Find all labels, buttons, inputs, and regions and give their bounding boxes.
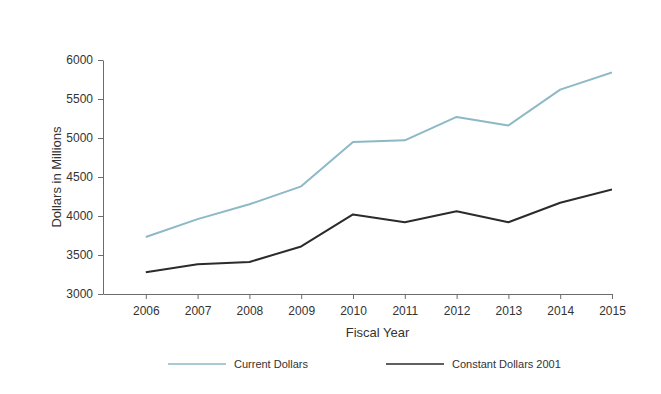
x-tick-mark [560, 294, 561, 299]
x-tick-label: 2011 [392, 304, 418, 318]
x-tick: 2011 [392, 294, 418, 318]
x-tick: 2015 [599, 294, 626, 318]
series-line [146, 72, 612, 237]
x-tick-label: 2015 [599, 304, 626, 318]
x-tick: 2014 [547, 294, 574, 318]
x-tick-label: 2009 [288, 304, 315, 318]
x-tick-label: 2008 [237, 304, 264, 318]
y-axis: 3000 3500 4000 4500 5000 5500 6000 [66, 53, 103, 301]
x-tick-mark [301, 294, 302, 299]
x-tick-mark [457, 294, 458, 299]
y-tick: 4000 [66, 209, 103, 223]
x-tick-mark [353, 294, 354, 299]
x-tick-label: 2013 [496, 304, 523, 318]
x-tick-label: 2006 [133, 304, 160, 318]
chart: 2006 2007 2008 2009 2010 2011 2012 2013 2014 2015… [0, 0, 661, 394]
legend-entry: Current Dollars [168, 358, 308, 370]
x-axis-title: Fiscal Year [346, 325, 410, 340]
x-tick-mark [405, 294, 406, 299]
y-tick-mark [98, 60, 103, 61]
x-tick-label: 2007 [185, 304, 212, 318]
y-tick-mark [98, 216, 103, 217]
x-tick: 2010 [340, 294, 367, 318]
y-tick: 5500 [66, 92, 103, 106]
x-tick-label: 2012 [444, 304, 471, 318]
x-tick: 2012 [444, 294, 471, 318]
legend-swatch [386, 363, 444, 365]
x-tick: 2009 [288, 294, 315, 318]
x-tick-mark [612, 294, 613, 299]
y-tick-label: 5500 [66, 92, 93, 106]
y-tick: 6000 [66, 53, 103, 67]
x-tick: 2006 [133, 294, 160, 318]
y-tick-label: 6000 [66, 53, 93, 67]
y-tick-mark [98, 294, 103, 295]
x-tick-mark [146, 294, 147, 299]
x-tick: 2013 [496, 294, 523, 318]
y-tick: 3500 [66, 248, 103, 262]
x-tick-mark [249, 294, 250, 299]
y-axis-title: Dollars in Millions [49, 126, 64, 228]
y-tick-label: 3500 [66, 248, 93, 262]
y-tick: 4500 [66, 170, 103, 184]
lines [146, 72, 612, 272]
x-tick-mark [198, 294, 199, 299]
x-tick-label: 2010 [340, 304, 367, 318]
x-axis-line [104, 294, 613, 295]
x-tick-label: 2014 [547, 304, 574, 318]
legend-entry: Constant Dollars 2001 [386, 358, 561, 370]
series-line [146, 189, 612, 272]
legend-label: Current Dollars [234, 358, 308, 370]
x-tick: 2007 [185, 294, 212, 318]
y-tick-mark [98, 177, 103, 178]
x-tick: 2008 [237, 294, 264, 318]
y-tick-mark [98, 138, 103, 139]
y-tick-label: 4000 [66, 209, 93, 223]
legend-label: Constant Dollars 2001 [452, 358, 561, 370]
y-tick: 3000 [66, 287, 103, 301]
y-tick-mark [98, 99, 103, 100]
y-tick-label: 4500 [66, 170, 93, 184]
x-tick-mark [508, 294, 509, 299]
legend: Current Dollars Constant Dollars 2001 [168, 358, 561, 370]
x-axis: 2006 2007 2008 2009 2010 2011 2012 2013 2014 2015 [104, 294, 627, 318]
y-tick-label: 3000 [66, 287, 93, 301]
y-tick-label: 5000 [66, 131, 93, 145]
y-axis-line [103, 61, 104, 295]
legend-swatch [168, 363, 226, 365]
y-tick-mark [98, 255, 103, 256]
y-tick: 5000 [66, 131, 103, 145]
